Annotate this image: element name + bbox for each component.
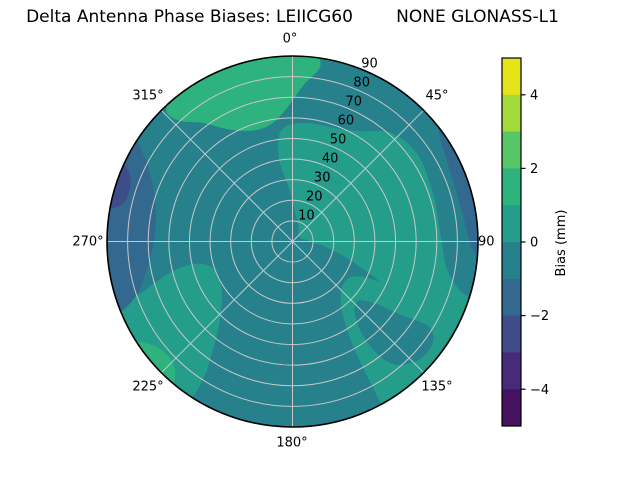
colorbar-band <box>502 389 521 427</box>
colorbar-band <box>502 352 521 390</box>
theta-tick-label: 180° <box>276 436 307 451</box>
theta-tick-label: 315° <box>132 89 163 104</box>
colorbar: 4 2 0 −2 −4 Bias (mm) <box>501 57 569 427</box>
colorbar-band <box>502 94 521 133</box>
r-tick-label: 90 <box>361 56 378 71</box>
theta-tick-labels: 0° 45° 90 135° 180° 225° 270° 315° <box>72 32 494 451</box>
theta-tick-label: 90 <box>478 235 495 250</box>
r-tick-label: 30 <box>314 171 331 186</box>
contour-region-right-edge-blue-sliver <box>439 122 478 260</box>
r-tick-label: 70 <box>346 94 363 109</box>
theta-tick-label: 225° <box>132 380 163 395</box>
polar-grid-spoke <box>292 241 425 374</box>
r-tick-label: 40 <box>322 151 339 166</box>
colorbar-band <box>502 242 521 280</box>
r-tick-labels: 10 20 30 40 50 60 70 80 90 <box>298 56 378 223</box>
colorbar-tick-label: 4 <box>530 88 538 103</box>
theta-tick-label: 270° <box>72 235 103 250</box>
contour-region-upper-right-interior <box>277 123 474 333</box>
polar-grid-spoke <box>160 109 293 242</box>
colorbar-band <box>502 131 521 169</box>
r-tick-label: 80 <box>353 75 370 90</box>
colorbar-tick-label: 0 <box>530 236 538 251</box>
colorbar-tick-label: −2 <box>530 309 549 324</box>
r-tick-label: 50 <box>330 132 347 147</box>
colorbar-band <box>502 205 521 243</box>
contour-region-lower-left-sector <box>119 263 223 401</box>
chart-title: Delta Antenna Phase Biases: LEIICG60 NON… <box>26 7 559 27</box>
colorbar-band <box>502 278 521 317</box>
r-tick-label: 20 <box>306 190 323 205</box>
theta-tick-label: 45° <box>425 89 448 104</box>
colorbar-axis-label: Bias (mm) <box>554 210 569 277</box>
colorbar-band <box>502 58 521 96</box>
colorbar-tick-label: 2 <box>530 162 538 177</box>
colorbar-tick-label: −4 <box>530 383 549 398</box>
polar-outline <box>106 55 479 428</box>
theta-tick-label: 135° <box>421 380 452 395</box>
polar-grid-spoke <box>160 241 293 374</box>
contour-region-top-green-patch <box>166 56 321 131</box>
contour-region-lower-right-dark-patch <box>354 300 434 365</box>
colorbar-band <box>502 168 521 206</box>
r-tick-label: 60 <box>338 113 355 128</box>
polar-grid <box>107 56 478 427</box>
colorbar-band <box>502 315 521 353</box>
theta-tick-label: 0° <box>283 32 298 47</box>
r-tick-label: 10 <box>298 209 315 224</box>
polar-grid-spoke <box>292 109 425 242</box>
